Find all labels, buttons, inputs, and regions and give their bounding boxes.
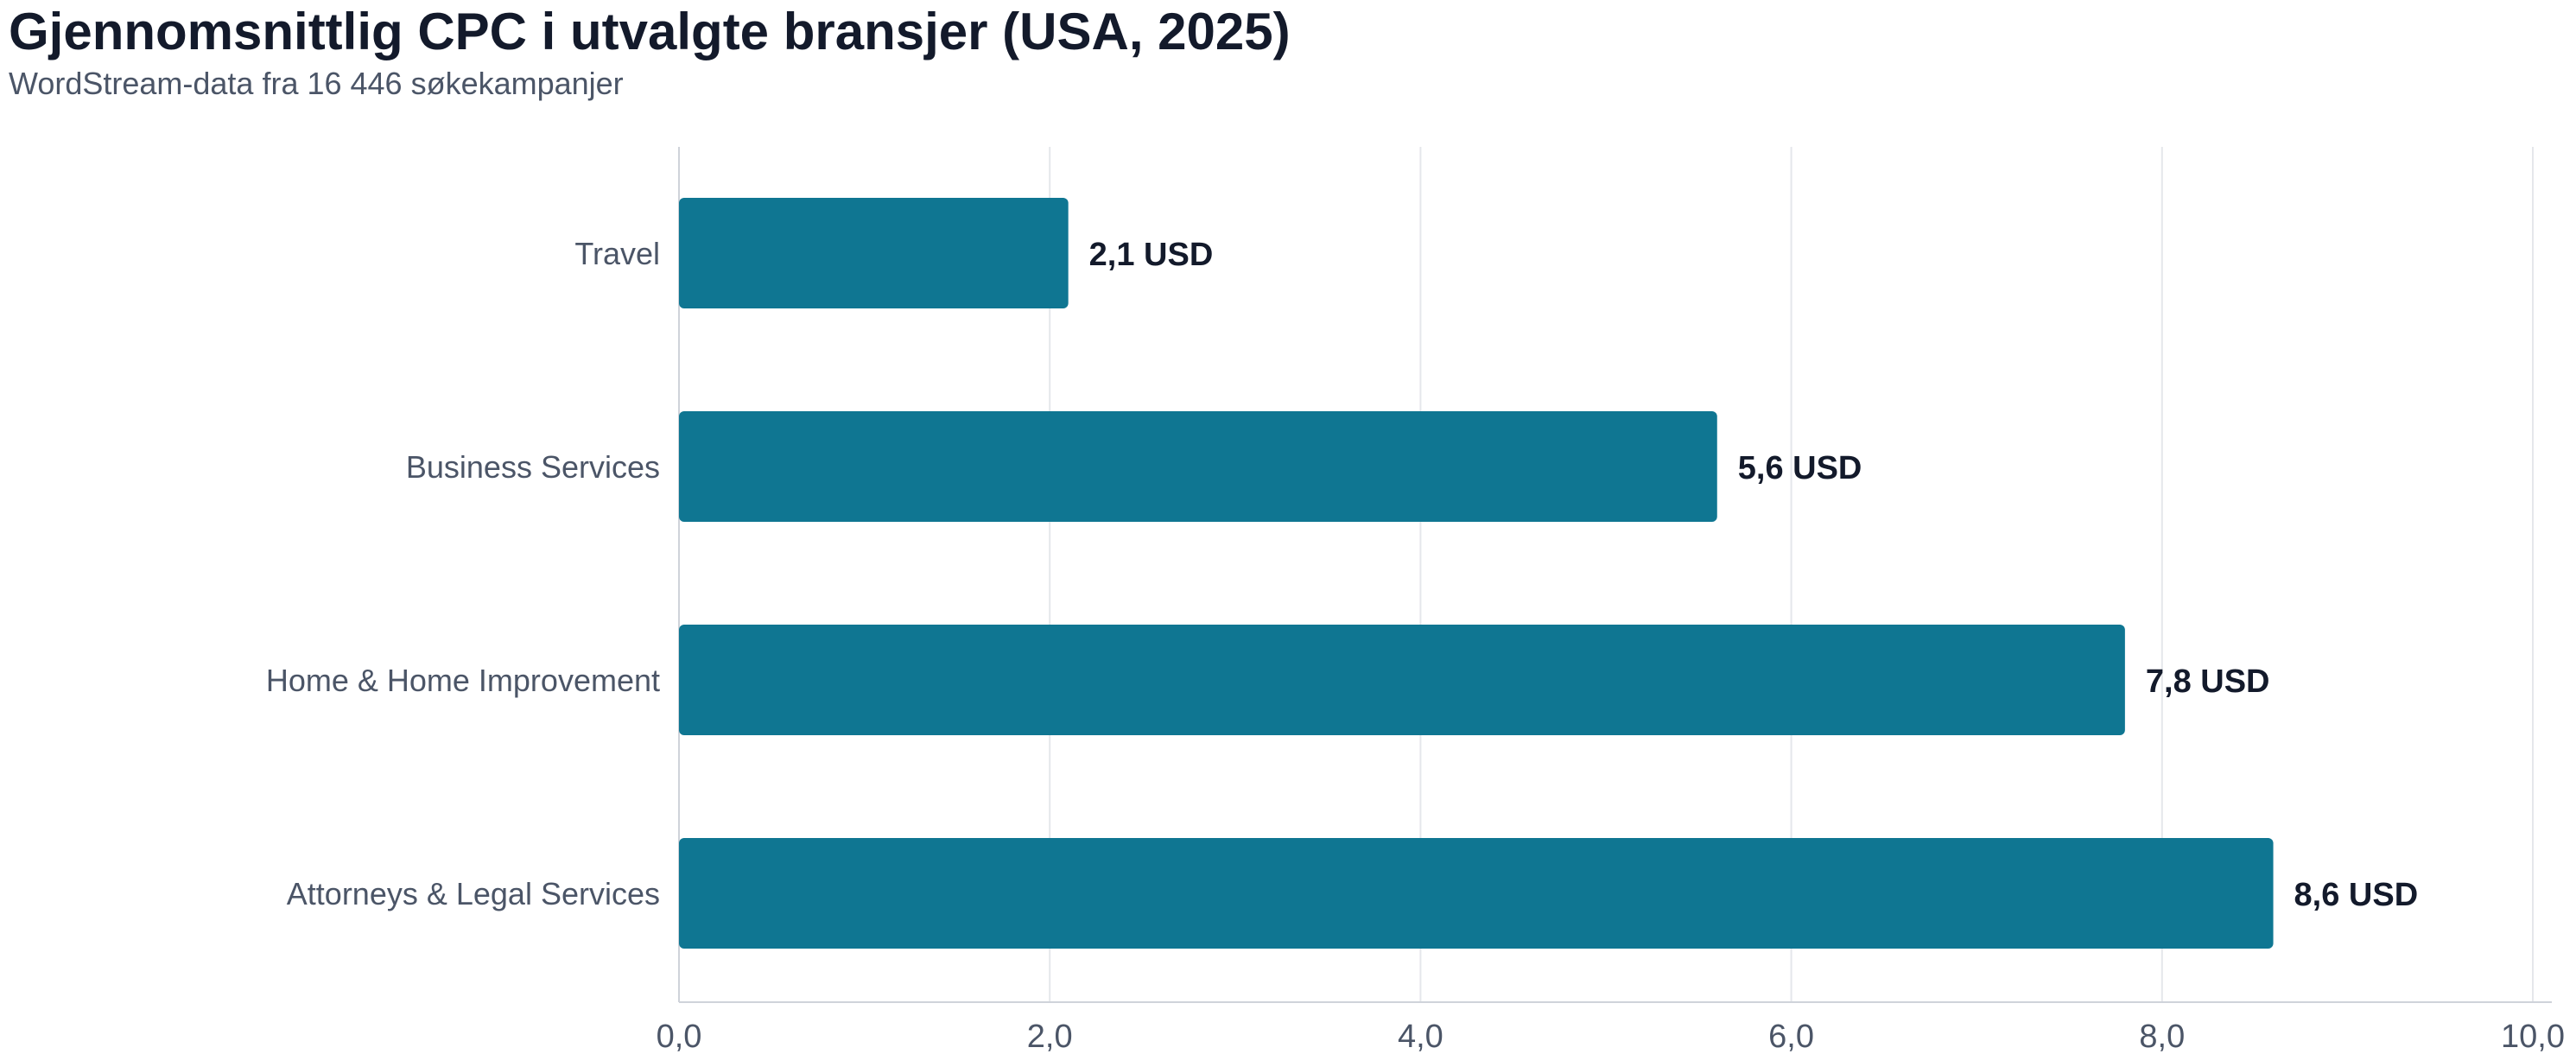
bar bbox=[679, 838, 2274, 949]
bar bbox=[679, 198, 1069, 308]
x-tick-label: 6,0 bbox=[1768, 1019, 1814, 1054]
labels: 0,0 2,0 4,0 6,0 8,0 10,0 Travel 2,1 USD Business… bbox=[266, 236, 2565, 1054]
x-tick-label: 2,0 bbox=[1027, 1019, 1073, 1054]
value-label: 8,6 USD bbox=[2294, 877, 2419, 913]
value-label: 2,1 USD bbox=[1089, 237, 1214, 273]
chart-subtitle: WordStream-data fra 16 446 søkekampanjer bbox=[9, 66, 624, 101]
category-label: Attorneys & Legal Services bbox=[287, 876, 660, 911]
x-tick-label: 0,0 bbox=[657, 1019, 702, 1054]
value-label: 7,8 USD bbox=[2146, 664, 2270, 700]
category-label: Business Services bbox=[406, 449, 660, 485]
bar bbox=[679, 411, 1717, 522]
x-tick-label: 10,0 bbox=[2501, 1019, 2565, 1054]
value-label: 5,6 USD bbox=[1738, 450, 1862, 486]
x-tick-label: 8,0 bbox=[2139, 1019, 2185, 1054]
category-label: Travel bbox=[574, 236, 660, 271]
bars bbox=[679, 198, 2274, 949]
x-tick-label: 4,0 bbox=[1398, 1019, 1443, 1054]
bar bbox=[679, 625, 2125, 735]
category-label: Home & Home Improvement bbox=[266, 663, 660, 698]
chart-title: Gjennomsnittlig CPC i utvalgte bransjer … bbox=[9, 3, 1291, 60]
